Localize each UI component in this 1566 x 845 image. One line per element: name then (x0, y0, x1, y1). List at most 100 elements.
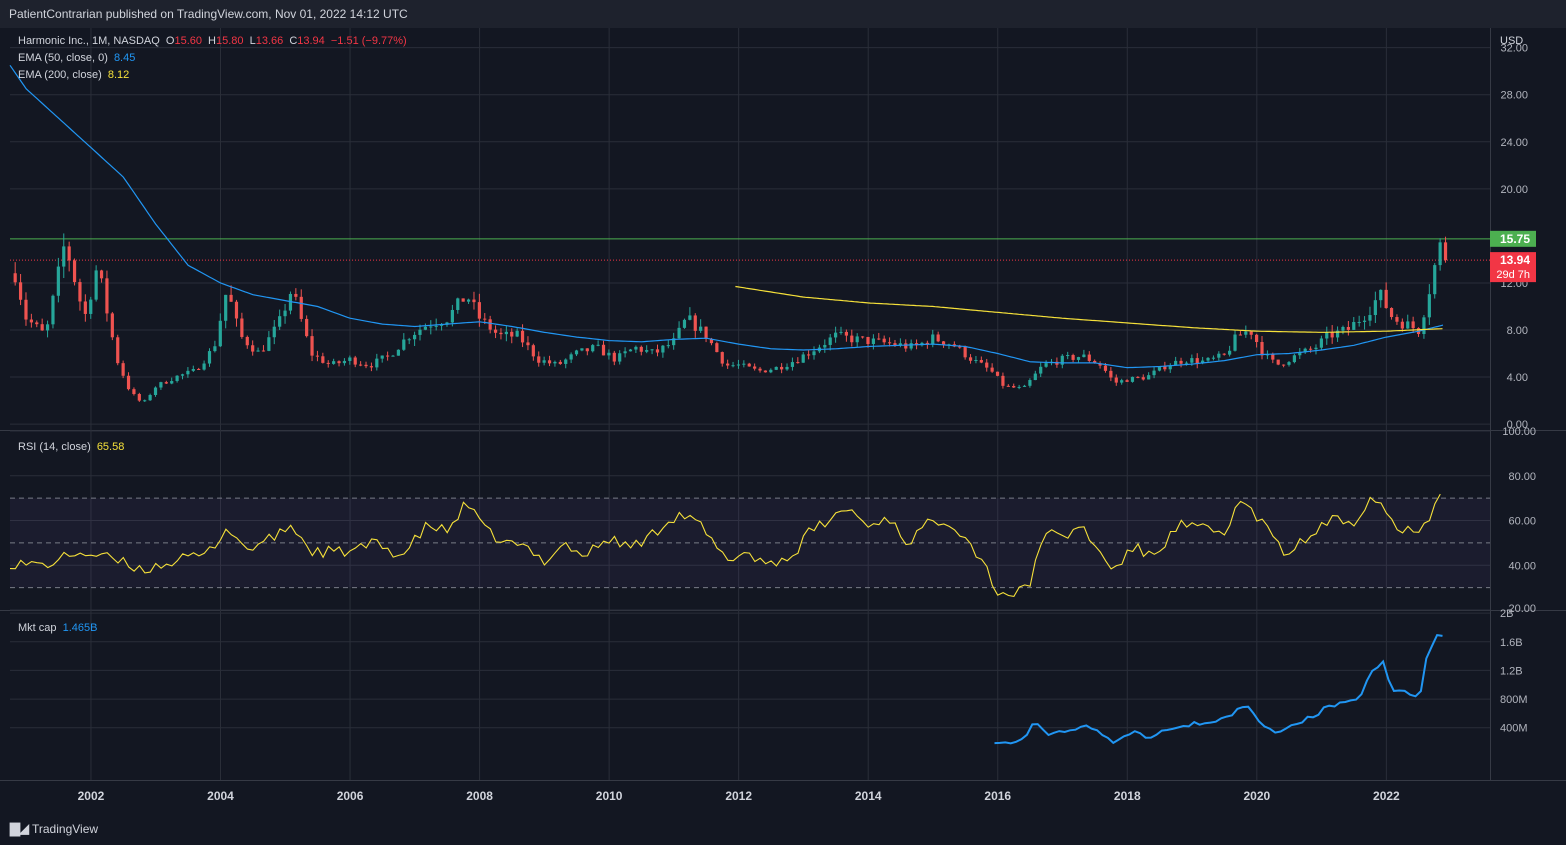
mktcap-line (994, 634, 1443, 745)
candle-body (1330, 332, 1334, 338)
x-tick-label: 2002 (78, 789, 105, 803)
candle-body (121, 363, 125, 376)
x-tick-label: 2018 (1114, 789, 1141, 803)
rsi-tick-label: 60.00 (1508, 516, 1536, 528)
candle-body (1271, 354, 1275, 360)
candle-body (1281, 364, 1286, 366)
candle-body (882, 338, 886, 343)
candle-body (202, 363, 206, 370)
candle-body (747, 363, 751, 367)
countdown-label: 29d 7h (1496, 269, 1530, 281)
candle-body (423, 326, 427, 330)
ema200-value: 8.12 (107, 69, 130, 81)
candle-body (1060, 355, 1064, 365)
mktcap-legend: Mkt cap 1.465B (18, 622, 100, 634)
tradingview-logo[interactable]: ▇◢ TradingView (10, 821, 98, 837)
candle-body (159, 382, 163, 388)
candle-body (666, 345, 670, 347)
candle-body (1222, 353, 1226, 355)
candle-body (434, 325, 438, 327)
candle-body (731, 365, 735, 367)
candle-body (699, 326, 703, 331)
candle-body (94, 270, 98, 300)
candle-body (1341, 326, 1345, 331)
candle-body (229, 294, 233, 302)
candle-body (132, 389, 136, 395)
candle-body (1022, 385, 1027, 387)
candle-body (504, 331, 508, 335)
candle-body (780, 366, 784, 370)
candle-body (1120, 380, 1124, 383)
candle-body (974, 359, 978, 361)
candle-body (785, 366, 789, 370)
candle-body (1147, 375, 1151, 380)
candle-body (1174, 360, 1178, 366)
candle-body (29, 319, 33, 323)
candle-body (709, 338, 714, 344)
candle-body (688, 315, 692, 320)
candle-body (224, 294, 228, 321)
candle-body (429, 326, 433, 328)
candle-body (1001, 375, 1005, 386)
candle-body (720, 352, 724, 364)
candle-body (1319, 338, 1323, 348)
candle-body (294, 293, 298, 297)
candle-body (332, 361, 336, 364)
candle-body (207, 351, 212, 364)
candle-body (893, 343, 897, 346)
last-price-badge (1490, 252, 1536, 283)
change-value: −1.51 (−9.77%) (330, 35, 407, 47)
last-price-badge-label: 13.94 (1500, 253, 1530, 267)
candle-body (1400, 321, 1404, 329)
candle-body (218, 320, 222, 347)
price-tick-label: 20.00 (1500, 184, 1528, 196)
price-tick-label: 24.00 (1500, 137, 1528, 149)
candle-body (866, 336, 870, 344)
candle-body (661, 345, 665, 353)
candle-body (1308, 348, 1313, 350)
candle-body (1157, 366, 1162, 371)
candle-body (348, 357, 352, 361)
candle-body (1179, 360, 1183, 364)
candle-body (375, 358, 379, 368)
candle-body (272, 326, 276, 338)
mktcap-tick-label: 1.6B (1500, 637, 1523, 649)
candle-body (1217, 353, 1221, 358)
rsi-line (9, 493, 1441, 598)
price-tick-label: 8.00 (1507, 325, 1528, 337)
candle-body (1384, 289, 1388, 309)
candle-body (596, 344, 600, 346)
candle-body (1125, 380, 1129, 382)
candle-body (1228, 350, 1232, 355)
candle-body (78, 282, 82, 302)
x-tick-label: 2004 (207, 789, 234, 803)
candle-body (963, 346, 967, 358)
chart-background (0, 28, 1566, 810)
candle-body (904, 343, 908, 349)
candle-body (834, 332, 838, 338)
candle-body (1033, 373, 1037, 381)
candle-body (483, 318, 487, 320)
candle-body (520, 330, 525, 343)
candle-body (261, 350, 266, 352)
axes-layer: 2002 2004 2006 2008 2010 2012 2014 2016 2018 2020… (78, 35, 1536, 803)
close-value: 13.94 (297, 35, 325, 47)
close-label: C (289, 35, 298, 47)
candle-body (564, 359, 568, 364)
candle-body (645, 350, 649, 352)
rsi-tick-label: 80.00 (1508, 471, 1536, 483)
candle-body (1335, 330, 1340, 338)
mktcap-tick-label: 400M (1500, 723, 1528, 735)
symbol-label: Harmonic Inc., 1M, NASDAQ (18, 35, 160, 47)
candle-body (763, 370, 768, 373)
candle-body (871, 338, 875, 344)
candle-body (72, 260, 77, 283)
candle-body (35, 322, 39, 325)
candle-body (1260, 342, 1264, 356)
candle-body (990, 367, 994, 372)
candle-body (1276, 359, 1280, 365)
candle-body (1109, 370, 1113, 378)
candle-body (1093, 360, 1097, 364)
candle-body (110, 313, 114, 338)
